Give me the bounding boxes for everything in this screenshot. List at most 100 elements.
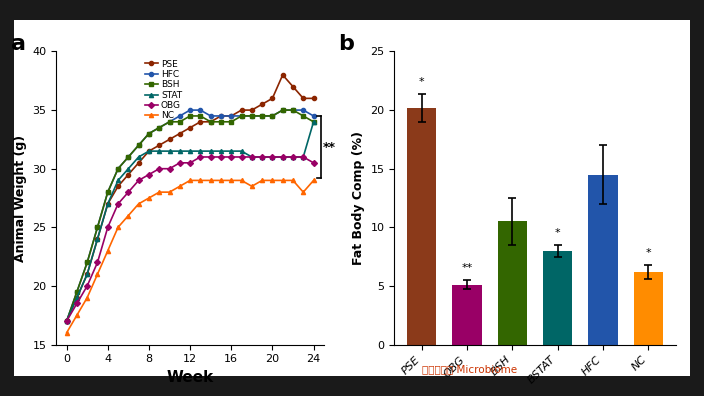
- HFC: [155, 125, 163, 130]
- HFC: [134, 143, 143, 148]
- Line: HFC: HFC: [65, 108, 315, 323]
- NC: [134, 202, 143, 206]
- STAT: [155, 149, 163, 154]
- STAT: [175, 149, 184, 154]
- Line: OBG: OBG: [65, 155, 315, 323]
- HFC: [73, 289, 81, 294]
- NC: [175, 184, 184, 188]
- BSH: [73, 289, 81, 294]
- NC: [279, 178, 287, 183]
- STAT: [217, 149, 225, 154]
- OBG: [114, 202, 122, 206]
- PSE: [73, 295, 81, 300]
- Legend: PSE, HFC, BSH, STAT, OBG, NC: PSE, HFC, BSH, STAT, OBG, NC: [141, 56, 186, 124]
- HFC: [63, 319, 71, 324]
- Line: STAT: STAT: [65, 120, 315, 323]
- NC: [196, 178, 205, 183]
- STAT: [309, 120, 318, 124]
- NC: [309, 178, 318, 183]
- Bar: [589, 175, 617, 345]
- OBG: [289, 154, 297, 159]
- HFC: [299, 108, 308, 112]
- HFC: [83, 260, 92, 265]
- HFC: [145, 131, 153, 136]
- Text: **: **: [323, 141, 336, 154]
- BSH: [217, 120, 225, 124]
- Text: a: a: [11, 34, 26, 54]
- PSE: [93, 237, 101, 242]
- STAT: [299, 154, 308, 159]
- OBG: [83, 284, 92, 288]
- HFC: [93, 225, 101, 230]
- OBG: [248, 154, 256, 159]
- PSE: [206, 120, 215, 124]
- PSE: [268, 96, 277, 101]
- HFC: [103, 190, 112, 194]
- NC: [114, 225, 122, 230]
- HFC: [165, 120, 174, 124]
- OBG: [186, 160, 194, 165]
- NC: [289, 178, 297, 183]
- Bar: [543, 251, 572, 345]
- STAT: [114, 178, 122, 183]
- STAT: [289, 154, 297, 159]
- BSH: [175, 120, 184, 124]
- HFC: [206, 114, 215, 118]
- Bar: [634, 272, 663, 345]
- OBG: [175, 160, 184, 165]
- PSE: [145, 149, 153, 154]
- PSE: [63, 319, 71, 324]
- HFC: [196, 108, 205, 112]
- STAT: [227, 149, 235, 154]
- PSE: [217, 114, 225, 118]
- STAT: [268, 154, 277, 159]
- OBG: [73, 301, 81, 306]
- BSH: [134, 143, 143, 148]
- BSH: [63, 319, 71, 324]
- NC: [145, 196, 153, 200]
- Line: NC: NC: [65, 178, 315, 335]
- STAT: [83, 272, 92, 276]
- STAT: [73, 295, 81, 300]
- STAT: [258, 154, 266, 159]
- BSH: [124, 154, 132, 159]
- STAT: [103, 202, 112, 206]
- OBG: [196, 154, 205, 159]
- OBG: [93, 260, 101, 265]
- BSH: [145, 131, 153, 136]
- PSE: [258, 102, 266, 107]
- PSE: [299, 96, 308, 101]
- BSH: [309, 120, 318, 124]
- STAT: [196, 149, 205, 154]
- OBG: [155, 166, 163, 171]
- HFC: [268, 114, 277, 118]
- NC: [93, 272, 101, 276]
- STAT: [248, 154, 256, 159]
- Y-axis label: Animal Weight (g): Animal Weight (g): [14, 134, 27, 262]
- OBG: [299, 154, 308, 159]
- OBG: [63, 319, 71, 324]
- PSE: [175, 131, 184, 136]
- Text: b: b: [338, 34, 354, 54]
- BSH: [165, 120, 174, 124]
- NC: [206, 178, 215, 183]
- Bar: [407, 108, 436, 345]
- STAT: [134, 154, 143, 159]
- STAT: [93, 237, 101, 242]
- STAT: [165, 149, 174, 154]
- NC: [248, 184, 256, 188]
- Text: *: *: [419, 77, 425, 87]
- OBG: [237, 154, 246, 159]
- BSH: [237, 114, 246, 118]
- Line: BSH: BSH: [65, 108, 315, 323]
- BSH: [155, 125, 163, 130]
- HFC: [248, 114, 256, 118]
- BSH: [227, 120, 235, 124]
- PSE: [309, 96, 318, 101]
- STAT: [145, 149, 153, 154]
- HFC: [279, 108, 287, 112]
- BSH: [289, 108, 297, 112]
- HFC: [175, 114, 184, 118]
- PSE: [83, 272, 92, 276]
- BSH: [206, 120, 215, 124]
